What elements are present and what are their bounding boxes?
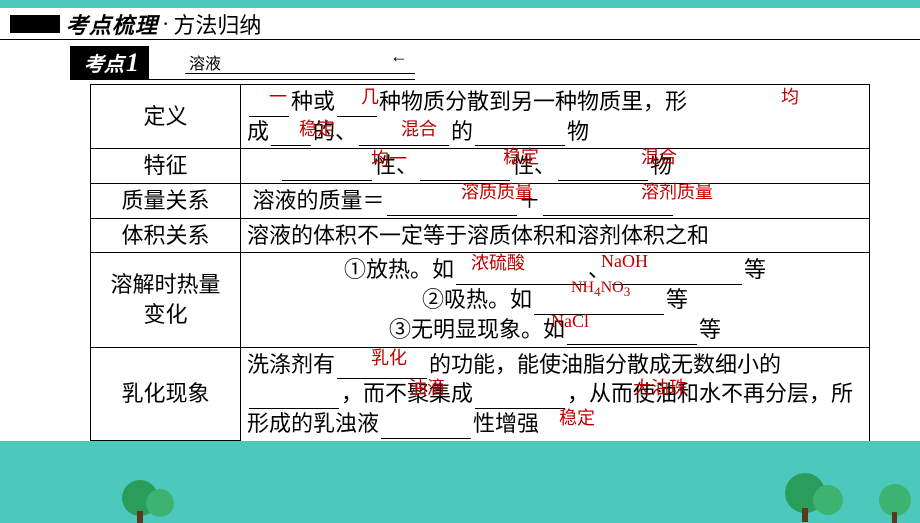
answer-text: 几	[361, 85, 379, 109]
row-content: 溶液的质量＝＋ 溶质质量 溶剂质量	[241, 184, 870, 219]
row-content: 种或种物质分散到另一种物质里，形 成的、的物 一 几 均 稳定 混合	[241, 85, 870, 149]
answer-text: NH4NO3	[571, 277, 630, 301]
row-content: 溶液的体积不一定等于溶质体积和溶剂体积之和	[241, 218, 870, 253]
table-row: 溶解时热量变化 ①放热。如、等 ②吸热。如等 ③无明显现象。如等 浓硫酸 NaO…	[91, 253, 870, 347]
slide-container: 考点梳理 · 方法归纳 考点 1 溶液 ← 定义 种或种物质分散到另一种物质里，…	[0, 8, 920, 441]
tree-icon	[870, 478, 920, 523]
answer-text: 溶质质量	[461, 180, 533, 204]
answer-text: NaCl	[551, 309, 589, 333]
row-label: 体积关系	[91, 218, 241, 253]
answer-text: 油滴	[409, 376, 445, 400]
kaodian-underline2	[70, 79, 415, 80]
answer-text: 溶剂质量	[641, 180, 713, 204]
table-row: 质量关系 溶液的质量＝＋ 溶质质量 溶剂质量	[91, 184, 870, 219]
content-table: 定义 种或种物质分散到另一种物质里，形 成的、的物 一 几 均 稳定 混合 特征…	[90, 84, 870, 441]
back-arrow-icon: ←	[390, 46, 408, 67]
row-label: 乳化现象	[91, 347, 241, 441]
row-content: 洗涤剂有的功能，能使油脂分散成无数细小的，而不聚集成，从而使油和水不再分层，所形…	[241, 347, 870, 441]
table-row: 乳化现象 洗涤剂有的功能，能使油脂分散成无数细小的，而不聚集成，从而使油和水不再…	[91, 347, 870, 441]
kaodian-row: 考点 1 溶液 ←	[0, 40, 920, 84]
answer-text: 稳定	[503, 145, 539, 169]
row-label: 特征	[91, 149, 241, 184]
table-row: 定义 种或种物质分散到另一种物质里，形 成的、的物 一 几 均 稳定 混合	[91, 85, 870, 149]
tree-icon	[120, 473, 180, 523]
answer-text: 混合	[641, 145, 677, 169]
header-sub: 方法归纳	[173, 8, 261, 40]
kaodian-underline	[185, 73, 415, 74]
tree-icon	[780, 468, 850, 523]
answer-text: NaOH	[601, 249, 648, 273]
bottom-decoration	[0, 488, 920, 518]
kaodian-num: 1	[126, 48, 139, 78]
answer-text: 混合	[401, 117, 437, 141]
row-label: 定义	[91, 85, 241, 149]
answer-text: 一	[269, 85, 287, 109]
kaodian-label: 考点	[84, 48, 124, 77]
answer-text: 稳定	[299, 117, 335, 141]
table-row: 特征 性、性、物 均一 稳定 混合	[91, 149, 870, 184]
answer-text: 大油珠	[633, 376, 687, 400]
header-dot: ·	[162, 11, 169, 37]
kaodian-box: 考点 1	[70, 46, 149, 80]
header-bold: 考点梳理	[66, 8, 158, 40]
answer-text: 乳化	[371, 346, 407, 370]
table-row: 体积关系 溶液的体积不一定等于溶质体积和溶剂体积之和	[91, 218, 870, 253]
header-row: 考点梳理 · 方法归纳	[0, 8, 920, 40]
row-label: 溶解时热量变化	[91, 253, 241, 347]
answer-text: 均	[781, 85, 799, 109]
row-content: 性、性、物 均一 稳定 混合	[241, 149, 870, 184]
answer-text: 浓硫酸	[471, 251, 525, 275]
header-black-box	[10, 15, 60, 33]
row-label: 质量关系	[91, 184, 241, 219]
answer-text: 均一	[371, 147, 407, 171]
answer-text: 稳定	[559, 406, 595, 430]
row-content: ①放热。如、等 ②吸热。如等 ③无明显现象。如等 浓硫酸 NaOH NH4NO3…	[241, 253, 870, 347]
